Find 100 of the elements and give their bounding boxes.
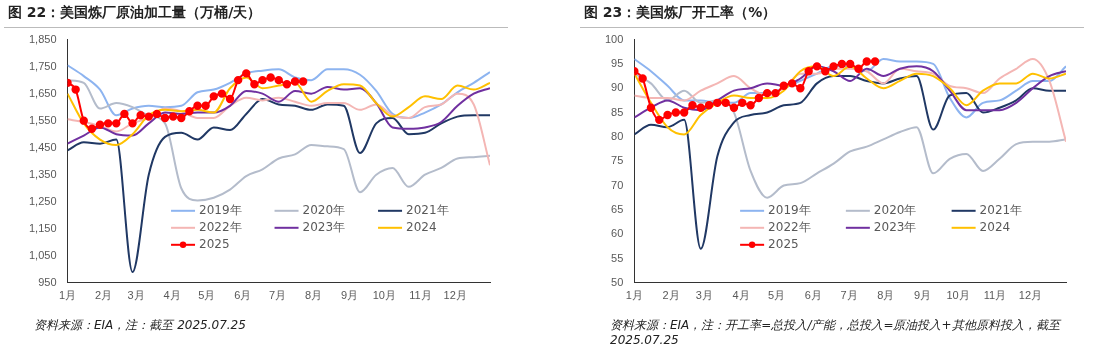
x-tick-label: 3月	[695, 289, 713, 302]
y-tick-label: 1,750	[29, 59, 57, 72]
point	[103, 119, 113, 128]
point	[136, 111, 145, 120]
line-series	[67, 98, 490, 273]
x-tick-label: 8月	[877, 289, 895, 302]
x-tick-label: 7月	[840, 289, 858, 302]
point	[845, 59, 855, 69]
point	[646, 103, 656, 112]
y-tick-label: 95	[611, 56, 624, 69]
point	[128, 119, 137, 128]
x-tick-label: 5月	[768, 289, 786, 302]
point	[754, 93, 764, 103]
x-tick-label: 11月	[409, 289, 432, 302]
x-tick-label: 4月	[163, 289, 181, 302]
legend-label: 2022年	[768, 219, 811, 234]
point	[655, 115, 664, 125]
point	[250, 79, 259, 89]
y-tick-label: 50	[611, 275, 624, 288]
point	[225, 94, 235, 104]
point	[168, 112, 178, 121]
y-tick-label: 90	[611, 81, 624, 94]
point	[112, 119, 121, 128]
point	[71, 85, 80, 94]
legend-label: 2025	[199, 236, 230, 251]
point	[201, 101, 210, 110]
point	[258, 75, 267, 85]
point	[796, 84, 805, 93]
x-tick-label: 7月	[269, 289, 287, 302]
x-tick-label: 9月	[913, 289, 932, 302]
y-tick-label: 1,650	[29, 86, 57, 99]
point	[688, 101, 697, 110]
x-tick-label: 6月	[804, 289, 822, 302]
point	[233, 75, 243, 85]
point	[79, 116, 88, 125]
x-tick-label: 12月	[443, 289, 467, 302]
text: 资料来源：EIA，注：开工率=总投入/产能，总投入=原油投入+其他原料投入，截至 2025.07.25	[610, 318, 1062, 348]
line-series	[67, 64, 490, 119]
y-tick-label: 1,250	[29, 194, 57, 207]
point	[787, 79, 797, 88]
legend-label: 2022年	[199, 219, 242, 234]
point	[185, 107, 194, 116]
point	[804, 67, 813, 76]
line-series	[634, 58, 1066, 143]
legend-label: 2021年	[979, 202, 1023, 217]
point	[870, 57, 880, 66]
point	[837, 59, 847, 69]
y-tick-label: 65	[611, 202, 624, 215]
y-tick-label: 55	[611, 251, 624, 264]
point	[242, 69, 251, 78]
legend-label: 2024	[979, 219, 1011, 234]
point	[738, 98, 747, 108]
y-tick-label: 1,050	[29, 248, 57, 261]
y-tick-label: 1,550	[29, 113, 57, 126]
point	[120, 109, 129, 119]
x-tick-label: 4月	[732, 289, 750, 302]
line-series	[67, 79, 490, 202]
legend-label: 2023年	[302, 219, 346, 234]
point	[779, 81, 788, 91]
legend-label: 2019年	[768, 202, 811, 217]
chart-title: 图 23：美国炼厂开工率（%）	[580, 4, 1084, 28]
y-tick-label: 75	[611, 154, 624, 167]
point	[87, 124, 97, 133]
point	[177, 113, 186, 123]
x-tick-label: 10月	[372, 289, 397, 302]
y-tick-label: 950	[38, 275, 57, 288]
point	[274, 75, 283, 85]
legend-label: 2024	[406, 219, 437, 234]
point	[812, 62, 822, 71]
point	[729, 103, 739, 112]
legend-label: 2019年	[199, 202, 242, 217]
x-tick-label: 11月	[983, 289, 1007, 302]
text: 资料来源：EIA，注：截至 2025.07.25	[34, 318, 247, 333]
line-series	[67, 92, 490, 167]
chart-title: 图 22：美国炼厂原油加工量（万桶/天）	[4, 4, 508, 28]
point	[209, 92, 218, 101]
point	[282, 79, 292, 89]
point	[862, 57, 871, 66]
point	[854, 64, 863, 73]
legend-label: 2025	[768, 236, 799, 251]
x-tick-label: 9月	[341, 289, 359, 302]
point	[160, 113, 170, 123]
legend-label: 2020年	[873, 202, 917, 217]
x-tick-label: 12月	[1018, 289, 1043, 302]
point	[193, 101, 202, 110]
point	[152, 109, 162, 119]
point	[713, 98, 722, 108]
x-tick-label: 5月	[198, 289, 216, 302]
y-tick-label: 70	[611, 178, 624, 191]
point	[266, 73, 275, 82]
y-tick-label: 100	[604, 32, 624, 45]
x-tick-label: 8月	[305, 289, 323, 302]
point	[95, 120, 105, 129]
line-series	[634, 75, 1066, 250]
x-tick-label: 6月	[234, 289, 252, 302]
point	[746, 101, 755, 110]
y-tick-label: 1,450	[29, 140, 57, 153]
point	[663, 110, 672, 120]
point	[696, 103, 705, 112]
y-tick-label: 85	[611, 105, 624, 118]
